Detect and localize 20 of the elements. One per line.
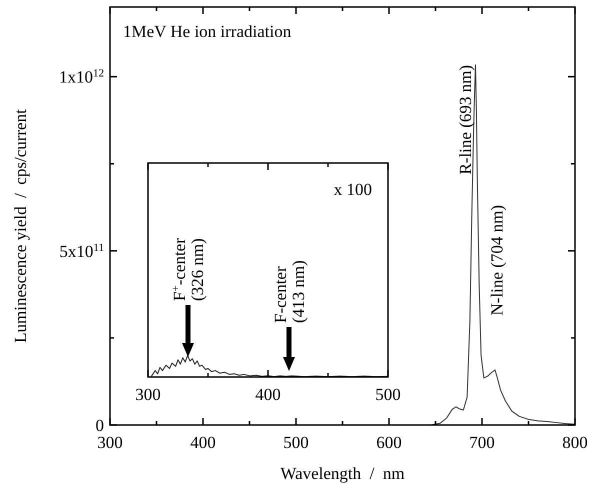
- x-tick-label: 400: [190, 433, 216, 452]
- annotation: R-line (693 nm): [456, 65, 475, 175]
- x-tick-label: 600: [376, 433, 402, 452]
- x-tick-label: 300: [135, 385, 161, 404]
- annotation: 1MeV He ion irradiation: [123, 22, 292, 41]
- annotation: N-line (704 nm): [487, 205, 506, 316]
- x-tick-label: 500: [375, 385, 401, 404]
- x-tick-label: 700: [469, 433, 495, 452]
- y-tick-label: 0: [96, 416, 104, 435]
- annotation: x 100: [334, 180, 372, 199]
- x-axis-title: Wavelength / nm: [280, 464, 405, 483]
- line-series: [430, 64, 576, 426]
- y-tick-label: 5x10$^{11}$: [59, 242, 104, 261]
- x-tick-label: 800: [562, 433, 588, 452]
- x-tick-label: 300: [97, 433, 123, 452]
- x-tick-label: 400: [255, 385, 281, 404]
- y-axis-title: Luminescence yield / cps/current: [11, 108, 30, 343]
- x-tick-label: 500: [283, 433, 309, 452]
- y-tick-label: 1x10$^{12}$: [58, 68, 104, 87]
- annotation: F-center (413 nm): [271, 260, 308, 323]
